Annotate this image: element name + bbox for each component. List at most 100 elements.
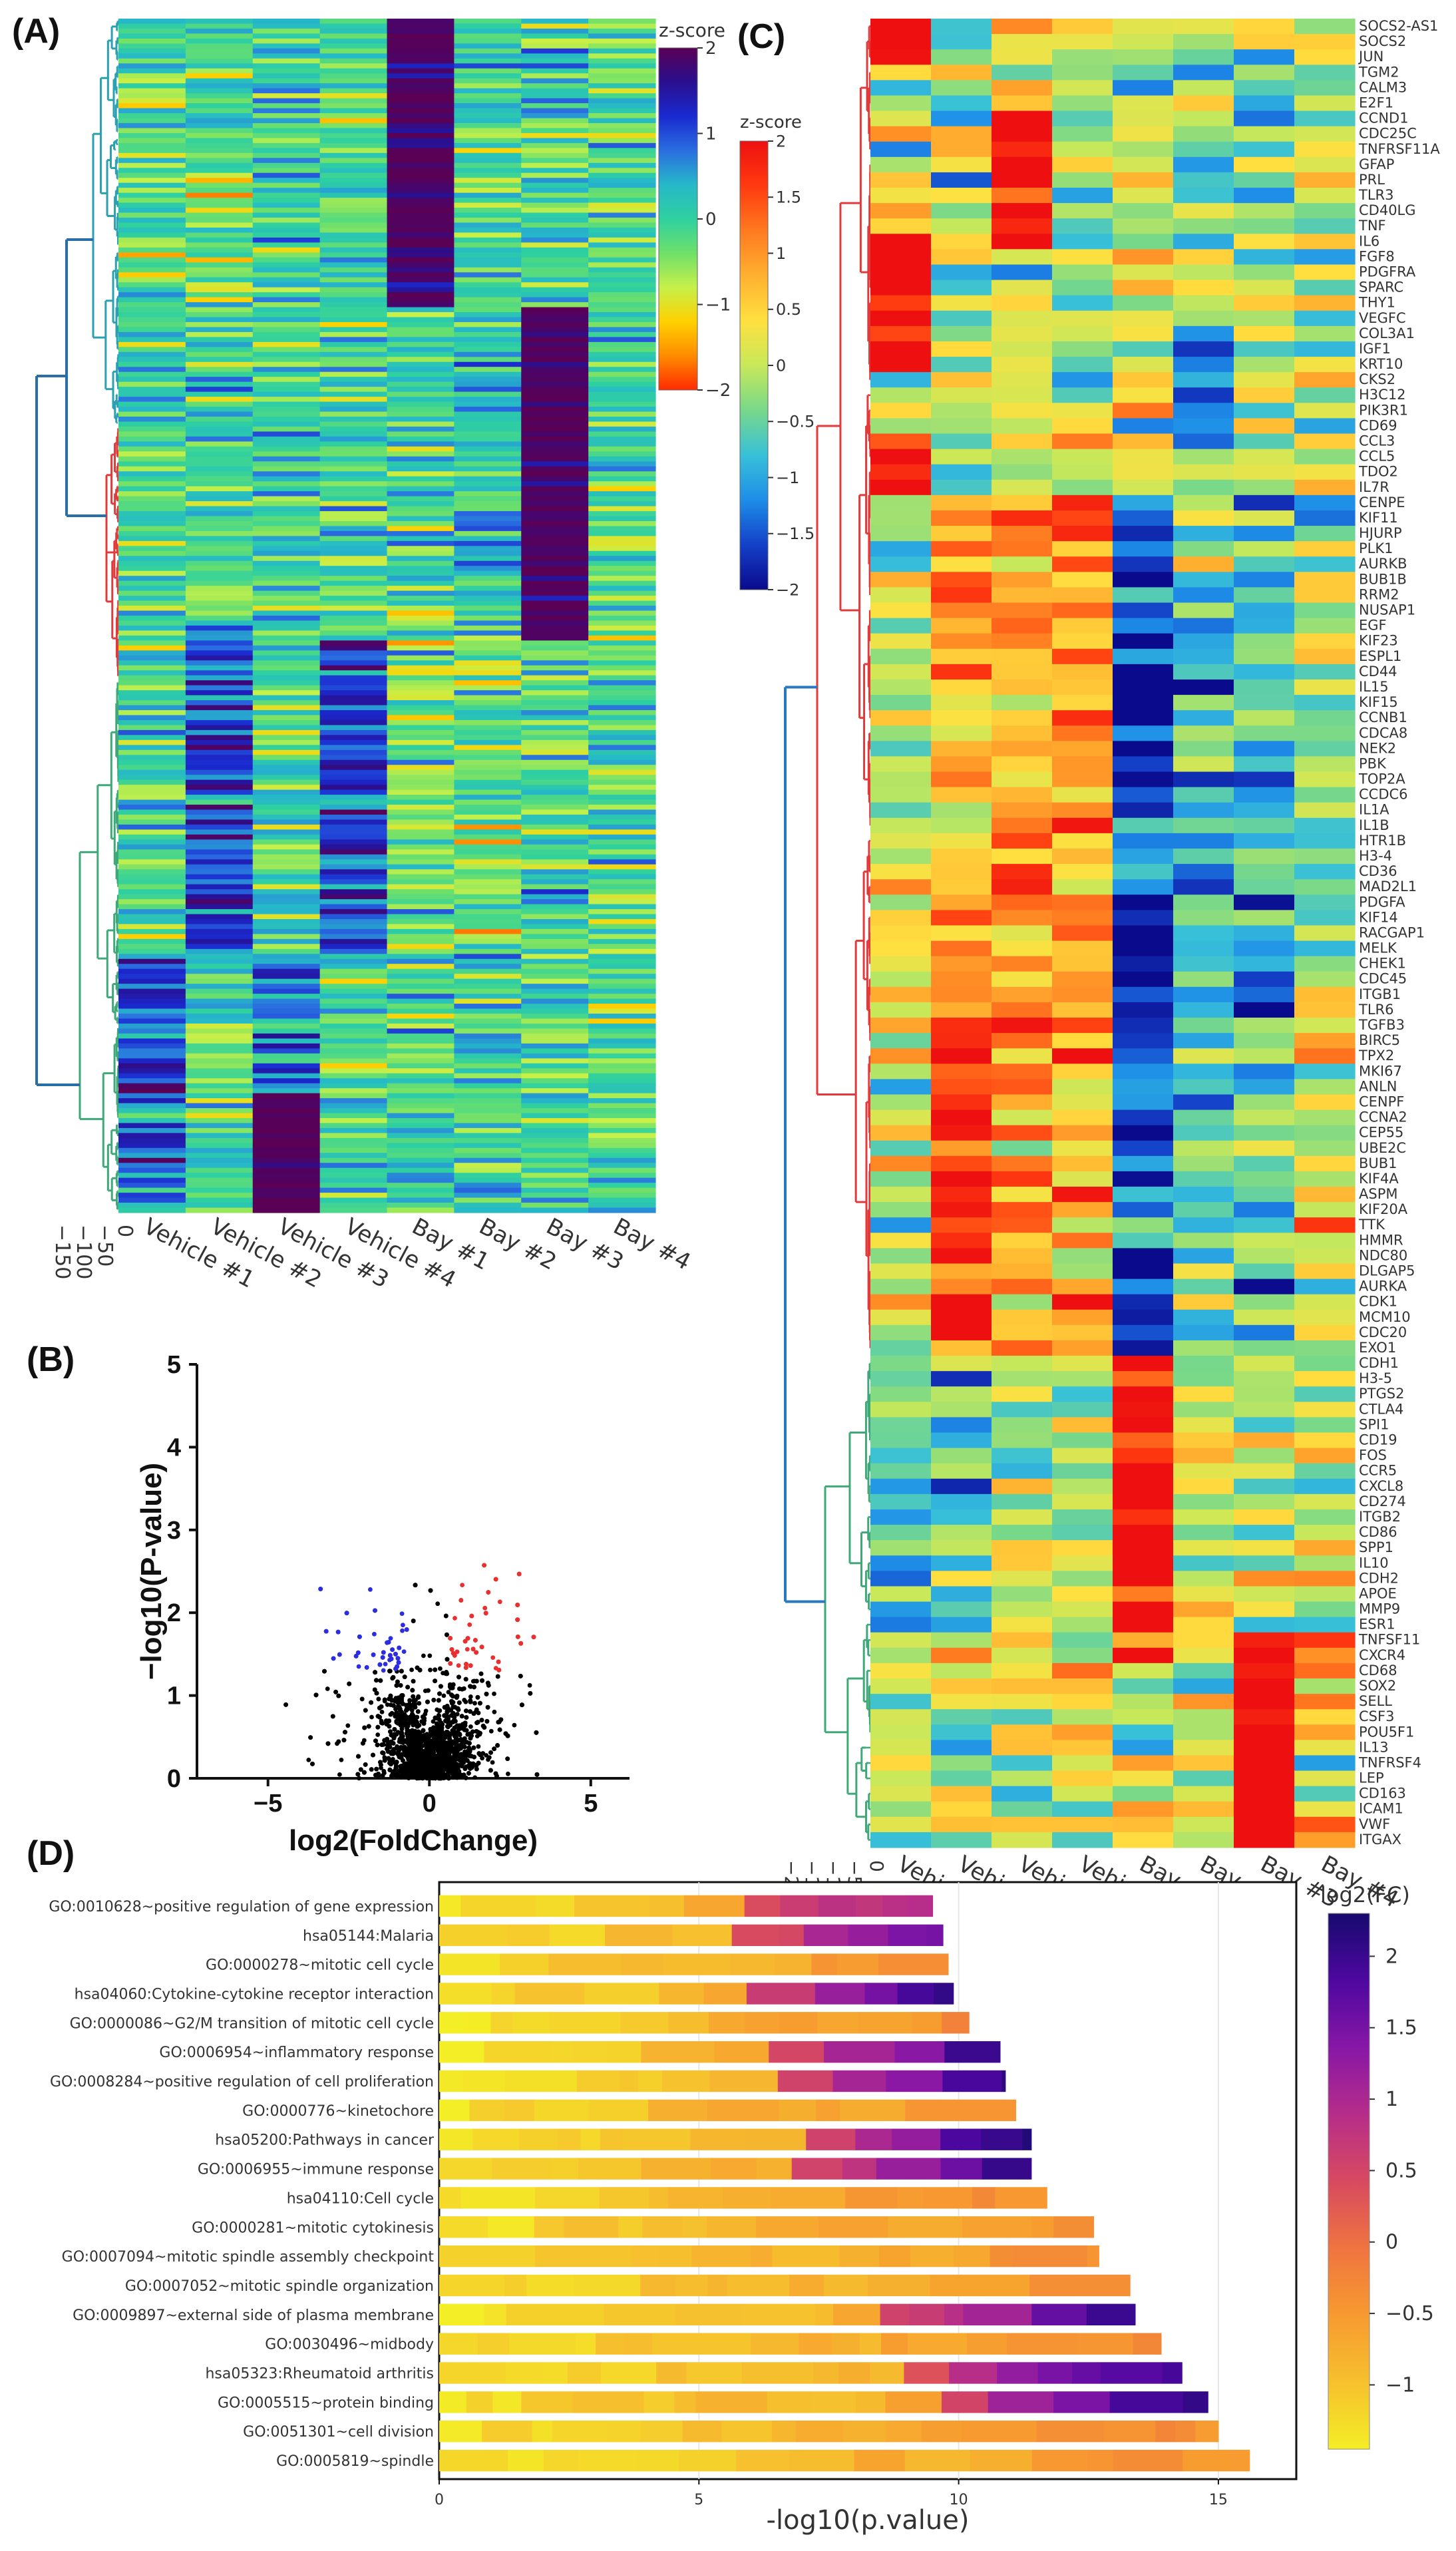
heatmap-a-cell (588, 630, 656, 636)
cbarA-tick-label: 1 (705, 124, 717, 144)
volcano-point (379, 1710, 385, 1714)
heatmap-a-cell (588, 974, 656, 980)
heatmap-a-cell (387, 1103, 455, 1109)
heatmap-a-cell (454, 1083, 522, 1089)
heatmap-a-cell (252, 73, 321, 79)
heatmap-a-cell (185, 441, 254, 447)
heatmap-a-cell (387, 202, 455, 208)
heatmap-a-cell (118, 566, 186, 572)
heatmap-a-cell (252, 341, 321, 347)
heatmap-a-cell (185, 341, 254, 347)
heatmap-a-cell (185, 98, 254, 104)
heatmap-a-cell (588, 1028, 656, 1034)
heatmap-a-cell (118, 262, 186, 268)
heatmap-a-cell (319, 1133, 388, 1139)
heatmap-a-cell (185, 371, 254, 377)
heatmap-a-cell (118, 630, 186, 636)
heatmap-a-cell (252, 371, 321, 377)
heatmap-a-cell (319, 307, 388, 313)
heatmap-a-cell (588, 590, 656, 596)
heatmap-a-cell (588, 665, 656, 671)
heatmap-a-cell (588, 43, 656, 49)
heatmap-a-cell (454, 904, 522, 910)
heatmap-a-cell (521, 516, 589, 522)
heatmap-a-cell (454, 1207, 522, 1213)
heatmap-a-cell (454, 38, 522, 44)
heatmap-a-cell (454, 222, 522, 228)
heatmap-a-cell (118, 884, 186, 890)
heatmap-a-cell (521, 705, 589, 711)
heatmap-a-cell (454, 779, 522, 785)
heatmap-a-cell (319, 371, 388, 377)
heatmap-a-cell (185, 232, 254, 238)
heatmap-a-cell (588, 839, 656, 845)
heatmap-a-cell (454, 381, 522, 387)
heatmap-a-cell (118, 1143, 186, 1149)
heatmap-a-cell (387, 361, 455, 367)
heatmap-a-cell (252, 68, 321, 74)
heatmap-a-cell (454, 988, 522, 994)
cbarA-tick-label: −2 (705, 381, 731, 401)
heatmap-a-cell (118, 869, 186, 875)
heatmap-a-cell (118, 705, 186, 711)
heatmap-a-cell (185, 974, 254, 980)
heatmap-a-cell (588, 924, 656, 930)
heatmap-a-cell (521, 964, 589, 970)
heatmap-a-cell (387, 889, 455, 895)
heatmap-a-cell (252, 1088, 321, 1094)
heatmap-a-cell (521, 247, 589, 253)
heatmap-a-cell (118, 625, 186, 632)
heatmap-a-cell (118, 1173, 186, 1179)
heatmap-a-cell (252, 799, 321, 805)
heatmap-a-cell (454, 536, 522, 542)
heatmap-a-cell (185, 377, 254, 383)
dendrogram-a-tick: 0 (113, 1225, 136, 1237)
cbarA-gradient (658, 47, 698, 391)
heatmap-a-cell (588, 1014, 656, 1020)
heatmap-a-cell (185, 645, 254, 651)
heatmap-a-cell (521, 277, 589, 283)
heatmap-a-cell (185, 540, 254, 546)
heatmap-a-cell (319, 208, 388, 214)
heatmap-a-cell (454, 665, 522, 671)
heatmap-a-cell (118, 387, 186, 393)
heatmap-a-cell (185, 446, 254, 452)
heatmap-a-cell (252, 550, 321, 556)
heatmap-a-cell (118, 765, 186, 771)
heatmap-a-cell (387, 367, 455, 373)
heatmap-a-cell (521, 351, 589, 357)
heatmap-a-cell (185, 182, 254, 188)
heatmap-a-cell (319, 889, 388, 895)
heatmap-a-cell (588, 670, 656, 676)
volcano-point (512, 1722, 517, 1728)
heatmap-a-cell (521, 779, 589, 785)
heatmap-a-cell (387, 745, 455, 751)
heatmap-a-cell (118, 844, 186, 850)
heatmap-a-cell (185, 202, 254, 208)
heatmap-a-cell (521, 670, 589, 676)
heatmap-a-cell (588, 122, 656, 129)
heatmap-a-cell (319, 844, 388, 850)
heatmap-a-cell (319, 118, 388, 124)
heatmap-a-cell (118, 113, 186, 119)
heatmap-a-cell (185, 128, 254, 134)
heatmap-a-cell (319, 785, 388, 791)
volcano-point (401, 1623, 405, 1628)
heatmap-a-cell (118, 202, 186, 208)
heatmap-a-cell (454, 899, 522, 905)
heatmap-a-cell (252, 1073, 321, 1079)
heatmap-a-cell (387, 715, 455, 721)
heatmap-a-cell (319, 128, 388, 134)
heatmap-a-cell (521, 411, 589, 417)
heatmap-a-cell (454, 397, 522, 403)
heatmap-a-cell (252, 23, 321, 29)
heatmap-a-cell (252, 844, 321, 850)
heatmap-a-cell (521, 1083, 589, 1089)
heatmap-a-cell (319, 321, 388, 328)
heatmap-a-cell (588, 795, 656, 801)
heatmap-a-cell (319, 789, 388, 795)
heatmap-a-cell (252, 879, 321, 885)
heatmap-a-cell (319, 108, 388, 114)
heatmap-a-cell (252, 809, 321, 815)
heatmap-a-cell (252, 735, 321, 741)
